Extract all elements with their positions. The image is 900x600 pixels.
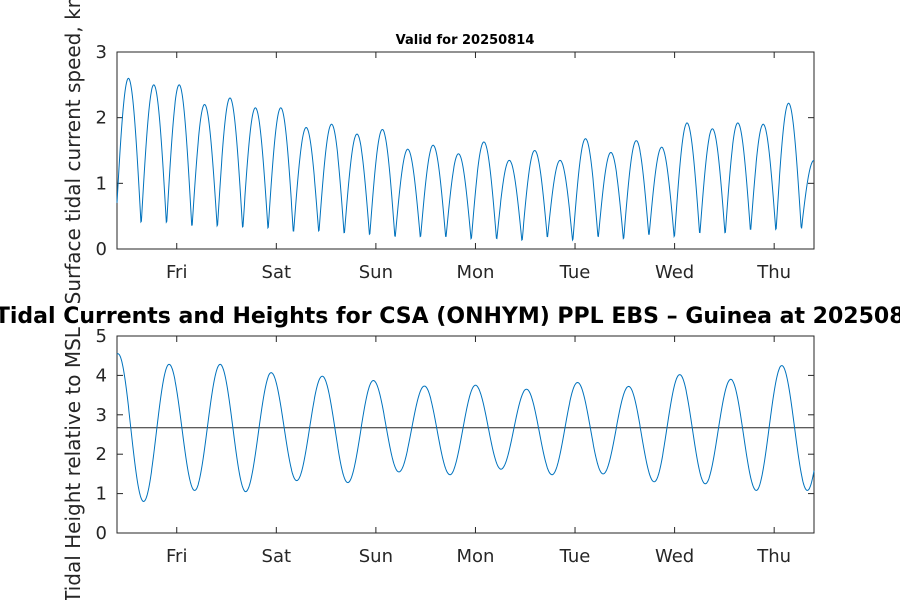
current-speed-title: Valid for 20250814 bbox=[396, 33, 535, 48]
y-tick-label: 2 bbox=[96, 108, 107, 129]
y-tick-label: 4 bbox=[96, 365, 107, 386]
x-tick-label: Wed bbox=[655, 546, 694, 567]
x-tick-label: Wed bbox=[655, 262, 694, 283]
tidal-height-axes-box bbox=[116, 335, 815, 534]
y-tick-label: 2 bbox=[96, 444, 107, 465]
tidal-height-line bbox=[116, 353, 815, 503]
current-speed-line bbox=[116, 77, 815, 242]
x-tick-label: Tue bbox=[559, 546, 591, 567]
y-tick-label: 3 bbox=[96, 42, 107, 63]
y-tick-label: 0 bbox=[96, 239, 107, 260]
x-tick-label: Sat bbox=[262, 262, 292, 283]
x-tick-label: Sun bbox=[359, 546, 393, 567]
x-tick-label: Thu bbox=[756, 546, 791, 567]
x-tick-label: Sat bbox=[262, 546, 292, 567]
x-tick-label: Fri bbox=[166, 262, 187, 283]
tidal-height-title: Tidal Currents and Heights for CSA (ONHY… bbox=[0, 304, 900, 329]
current-speed-ylabel: Surface tidal current speed, kn bbox=[61, 0, 85, 304]
y-tick-label: 3 bbox=[96, 405, 107, 426]
tidal-height-ylabel: Tidal Height relative to MSL bbox=[61, 326, 85, 600]
y-tick-label: 0 bbox=[96, 523, 107, 544]
current-speed-axes-box bbox=[116, 51, 815, 250]
x-tick-label: Sun bbox=[359, 262, 393, 283]
x-tick-label: Mon bbox=[456, 546, 494, 567]
y-tick-label: 1 bbox=[96, 484, 107, 505]
current-speed-panel: Valid for 20250814 0 1 2 3 Fri Sat Sun Mon Tue W… bbox=[61, 0, 815, 304]
y-tick-label: 5 bbox=[96, 326, 107, 347]
x-tick-label: Tue bbox=[559, 262, 591, 283]
x-tick-label: Mon bbox=[456, 262, 494, 283]
y-tick-label: 1 bbox=[96, 173, 107, 194]
x-tick-label: Thu bbox=[756, 262, 791, 283]
tidal-height-panel: 0 1 2 3 4 5 Fri Sat Sun Mon Tue Wed Thu Tidal Heigh… bbox=[0, 304, 900, 600]
x-tick-label: Fri bbox=[166, 546, 187, 567]
